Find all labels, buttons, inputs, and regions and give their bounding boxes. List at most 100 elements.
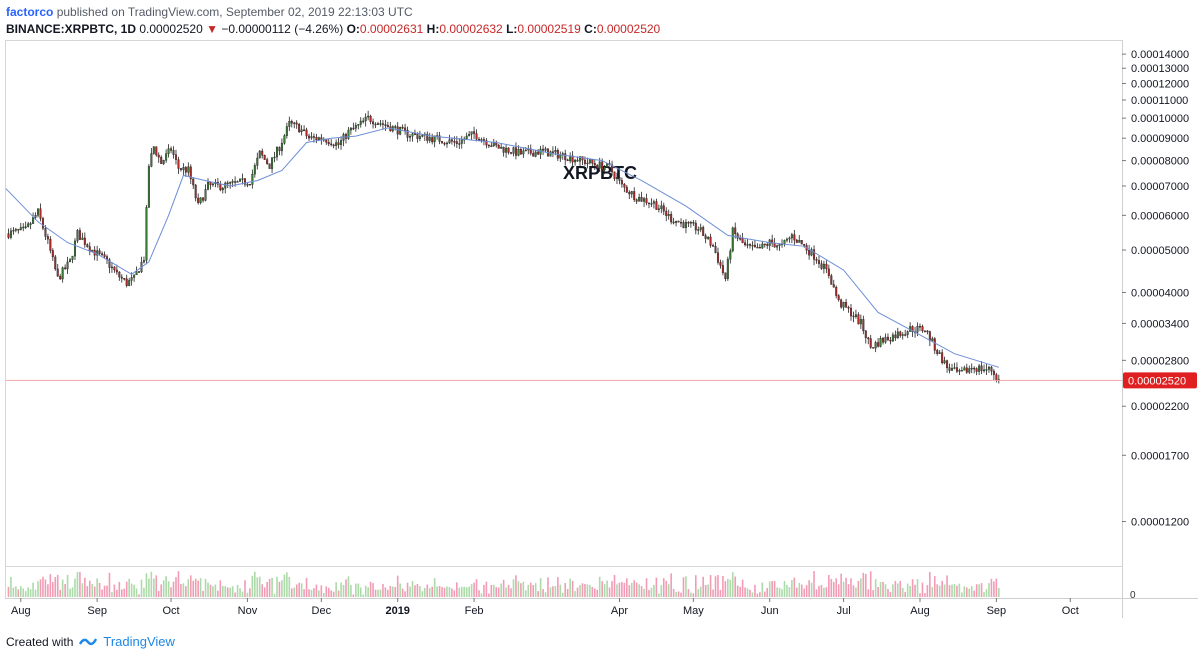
volume-bar xyxy=(465,587,468,597)
candle-body xyxy=(125,278,128,286)
volume-bar xyxy=(525,590,527,597)
volume-bar xyxy=(93,586,96,597)
candle-body xyxy=(280,143,283,152)
candle-body xyxy=(709,236,712,246)
candle-body xyxy=(352,127,355,130)
volume-bar xyxy=(355,583,357,597)
volume-bar xyxy=(832,581,835,597)
volume-bar xyxy=(692,593,695,597)
volume-bar xyxy=(719,589,722,597)
volume-bar xyxy=(212,586,214,597)
candle-body xyxy=(731,227,734,252)
candle-body xyxy=(877,342,880,347)
candle-body xyxy=(376,123,380,125)
volume-bar xyxy=(266,582,268,597)
candle-body xyxy=(98,250,101,254)
volume-bar xyxy=(709,575,712,597)
volume-bar xyxy=(958,583,961,597)
volume-bar xyxy=(192,580,195,597)
candle-body xyxy=(571,155,574,163)
volume-bar xyxy=(956,585,958,597)
candle-body xyxy=(61,267,64,280)
volume-bar xyxy=(995,578,998,597)
candle-body xyxy=(310,136,313,139)
symbol-name: BINANCE:XRPBTC, 1D xyxy=(6,22,137,36)
candle-body xyxy=(66,261,69,270)
candle-body xyxy=(386,125,389,127)
volume-bar xyxy=(566,589,569,597)
volume-bar xyxy=(978,584,980,597)
candle-body xyxy=(409,136,412,138)
volume-bar xyxy=(626,578,628,597)
candle-body xyxy=(574,159,577,163)
candle-body xyxy=(734,227,737,234)
volume-bar xyxy=(64,583,66,597)
candle-body xyxy=(507,147,510,153)
x-tick-label: May xyxy=(683,605,704,617)
candle-body xyxy=(273,156,276,159)
x-tick-label: Aug xyxy=(11,605,31,617)
volume-bar xyxy=(736,585,739,597)
tradingview-brand[interactable]: TradingView xyxy=(103,634,175,649)
volume-bar xyxy=(869,571,872,597)
candle-body xyxy=(211,183,214,186)
close-label: C: xyxy=(584,22,597,36)
candle-body xyxy=(115,269,118,273)
candle-body xyxy=(921,326,924,332)
candle-body xyxy=(753,244,756,248)
volume-bar xyxy=(34,589,37,597)
candle-body xyxy=(623,183,626,188)
candle-body xyxy=(532,153,535,157)
candle-body xyxy=(172,150,175,155)
candle-body xyxy=(748,244,752,246)
candle-body xyxy=(152,146,155,154)
candle-body xyxy=(426,133,429,141)
candle-body xyxy=(320,137,323,140)
volume-bar xyxy=(653,584,655,597)
volume-bar xyxy=(367,587,369,597)
volume-bar xyxy=(820,584,823,597)
volume-bar xyxy=(414,585,416,597)
candle-body xyxy=(487,144,490,147)
y-tick-label: 0.00013000 xyxy=(1131,63,1189,75)
candle-body xyxy=(76,230,79,242)
candle-body xyxy=(776,245,779,248)
volume-bar xyxy=(798,582,801,597)
volume-bar xyxy=(771,581,773,597)
volume-bar xyxy=(734,576,737,597)
volume-bar xyxy=(167,581,170,597)
candle-body xyxy=(640,197,643,202)
volume-bar xyxy=(399,583,401,597)
x-tick-label: Aug xyxy=(910,605,930,617)
y-tick-label: 0.00004000 xyxy=(1131,287,1189,299)
main-pane-border xyxy=(5,40,1123,567)
candle-body xyxy=(406,129,409,138)
volume-bar xyxy=(887,589,889,597)
volume-bar xyxy=(128,578,130,597)
candle-body xyxy=(551,151,554,153)
candle-body xyxy=(480,139,483,141)
volume-bar xyxy=(670,573,672,597)
candle-body xyxy=(78,230,81,240)
candle-body xyxy=(938,352,941,354)
volume-bar xyxy=(424,587,426,597)
price-chart[interactable]: XRPBTC 0.000140000.000130000.000120000.0… xyxy=(0,0,1200,618)
volume-bar xyxy=(308,589,310,597)
volume-bar xyxy=(313,588,315,597)
volume-bar xyxy=(84,577,86,597)
candle-body xyxy=(179,168,182,170)
volume-bar xyxy=(123,588,126,597)
volume-bar xyxy=(320,585,323,597)
volume-bar xyxy=(350,585,352,597)
volume-bar xyxy=(699,586,702,597)
candle-body xyxy=(852,315,855,318)
candle-body xyxy=(704,235,707,239)
volume-bar xyxy=(441,587,443,597)
volume-bar xyxy=(613,574,616,597)
candle-body xyxy=(591,159,594,164)
volume-bar xyxy=(221,585,224,597)
author-name[interactable]: factorco xyxy=(6,5,54,19)
candle-body xyxy=(699,227,702,230)
volume-bar xyxy=(561,592,564,597)
volume-bar xyxy=(998,588,1000,597)
